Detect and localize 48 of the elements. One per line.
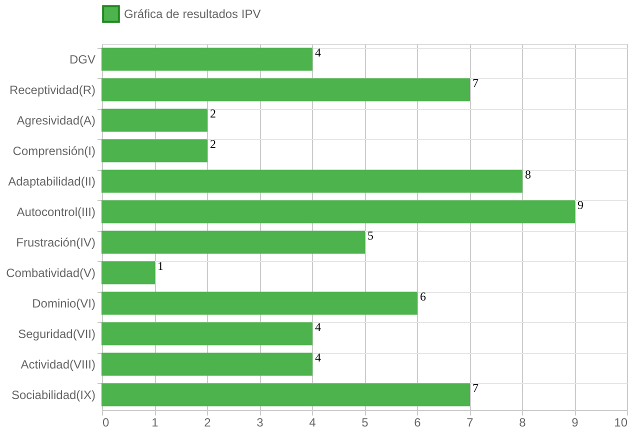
x-tick-label: 9: [572, 416, 579, 427]
data-label: 5: [368, 228, 374, 242]
bar: [102, 48, 312, 71]
x-tick-label: 7: [466, 416, 474, 427]
x-tick-label: 5: [362, 416, 369, 427]
y-tick-label: Sociabilidad(IX): [11, 388, 96, 402]
bar: [102, 322, 312, 346]
y-tick-label: Autocontrol(III): [16, 204, 96, 219]
x-tick-label: 6: [414, 416, 422, 427]
data-label: 8: [525, 167, 531, 182]
x-tick-label: 0: [102, 416, 110, 427]
bar: [102, 78, 470, 102]
bar: [102, 170, 522, 193]
bar: [102, 200, 575, 224]
data-label: 4: [315, 350, 321, 364]
x-tick-label: 1: [152, 416, 159, 427]
y-tick-label: Agresividad(A): [16, 113, 96, 128]
data-label: 2: [210, 136, 216, 151]
x-tick-label: 10: [614, 416, 628, 427]
data-label: 4: [315, 45, 321, 60]
data-label: 6: [420, 289, 426, 304]
x-tick-label: 3: [256, 416, 264, 427]
bar: [102, 139, 208, 162]
x-tick-label: 2: [204, 416, 212, 427]
y-tick-label: Actividad(VIII): [20, 357, 96, 372]
data-label: 7: [472, 76, 478, 90]
legend-label: Gráfica de resultados IPV: [124, 7, 261, 21]
y-tick-label: DGV: [69, 52, 96, 66]
y-tick-label: Frustración(IV): [16, 235, 96, 250]
y-tick-label: Adaptabilidad(II): [8, 174, 96, 188]
y-tick-label: Receptividad(R): [9, 82, 96, 97]
y-tick-label: Combatividad(V): [6, 266, 96, 280]
bar: [102, 230, 365, 254]
y-tick-label: Dominio(VI): [32, 296, 96, 310]
x-tick-label: 4: [309, 416, 316, 427]
data-label: 4: [315, 320, 321, 334]
data-label: 2: [210, 106, 216, 120]
bar: [102, 292, 418, 315]
x-tick-label: 8: [519, 416, 526, 427]
data-label: 7: [472, 380, 478, 395]
data-label: 9: [578, 198, 584, 212]
bar: [102, 108, 208, 132]
bar: [102, 352, 312, 376]
bar: [102, 383, 470, 406]
data-label: 1: [158, 258, 164, 273]
y-tick-label: Seguridad(VII): [18, 326, 96, 341]
bar: [102, 261, 155, 284]
y-tick-label: Comprensión(I): [12, 144, 96, 158]
